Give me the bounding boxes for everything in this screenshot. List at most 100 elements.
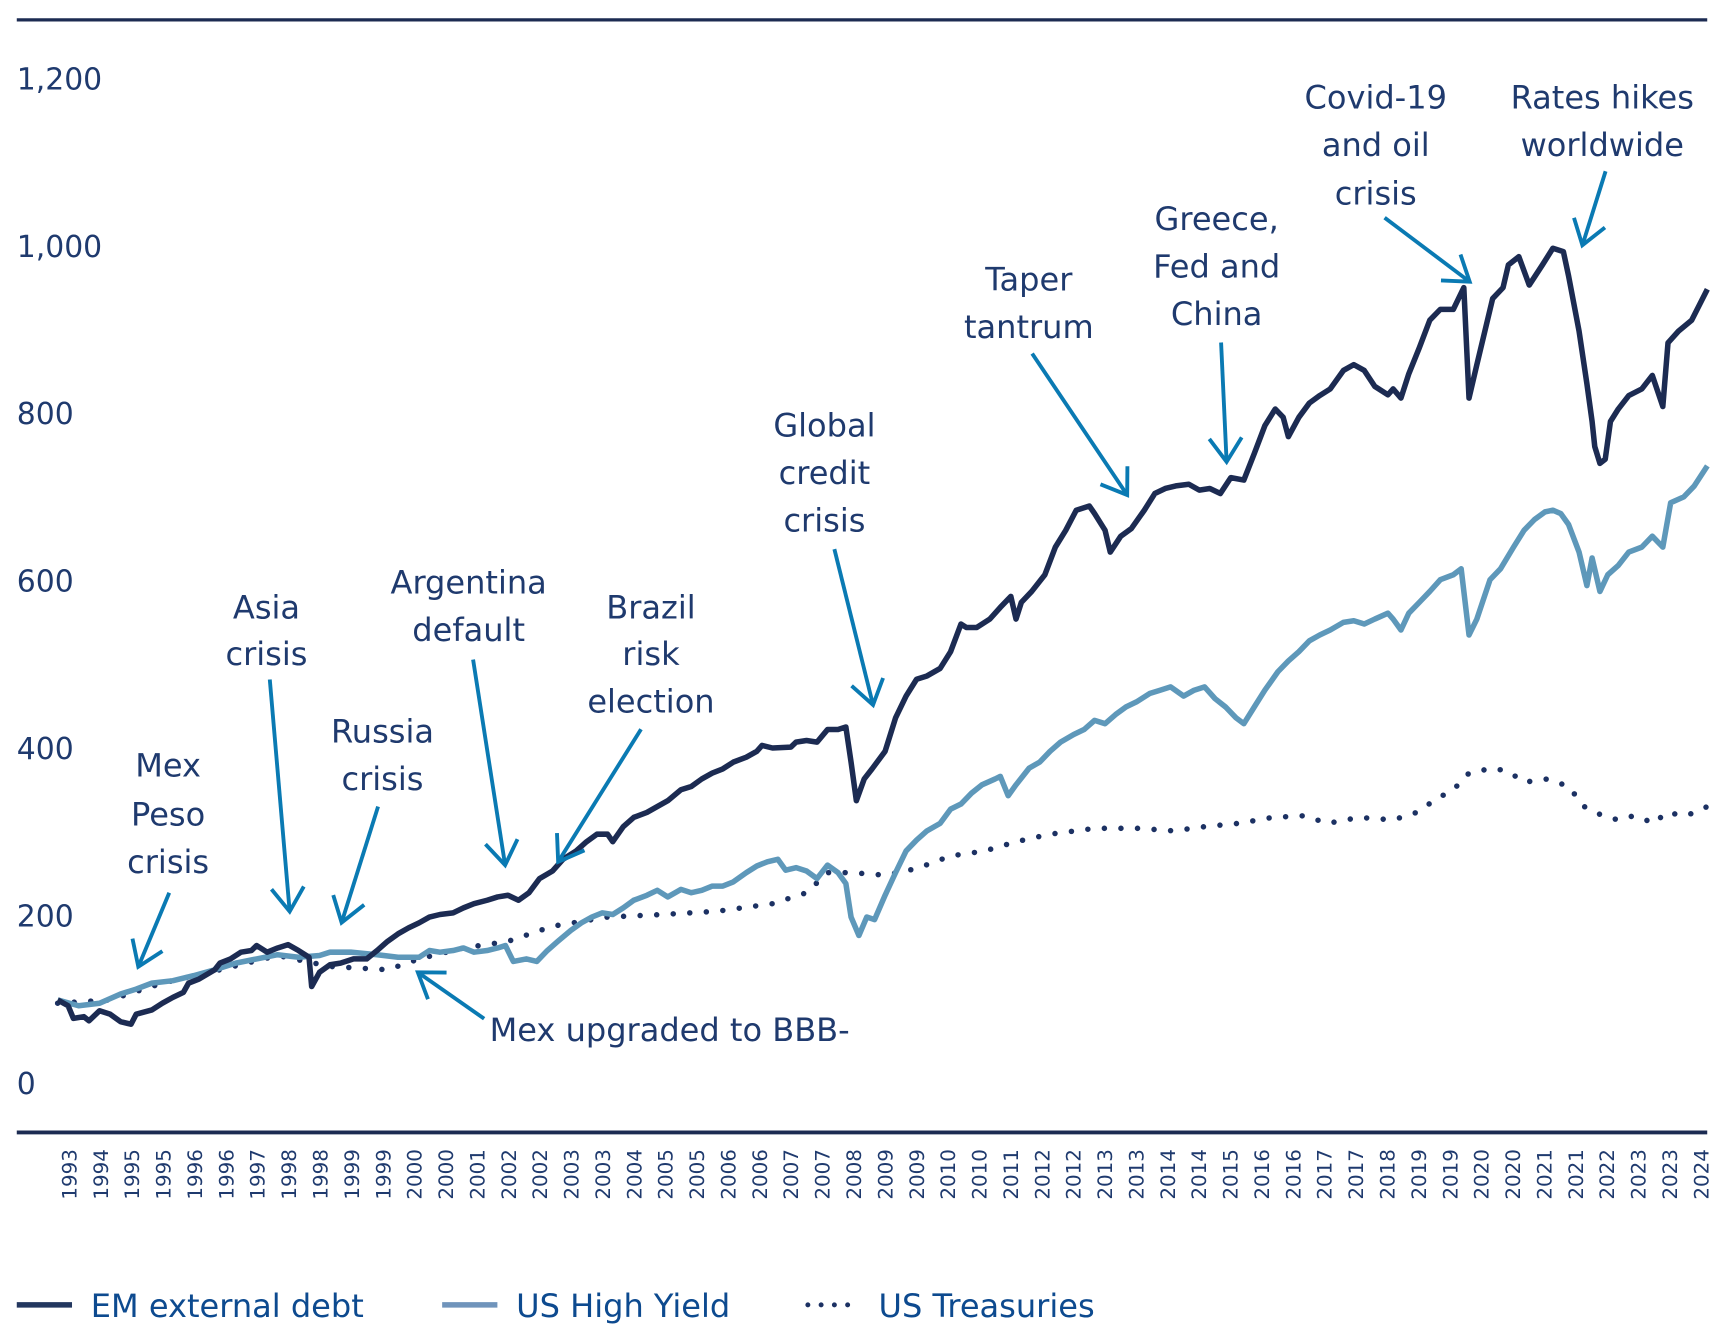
arrow-head-icon — [1099, 466, 1130, 498]
annotation-label: Greece, — [1155, 200, 1279, 238]
annotation-label: Covid-19 — [1305, 78, 1447, 116]
arrow-head-icon — [1572, 217, 1607, 249]
y-tick-label: 0 — [17, 1067, 36, 1102]
x-tick-label: 2012 — [1031, 1149, 1054, 1200]
x-tick-label: 2023 — [1628, 1149, 1651, 1200]
annotation-arrow-shaft — [832, 548, 875, 706]
series-em-external-debt — [56, 245, 1710, 1027]
x-tick-label: 2024 — [1690, 1149, 1713, 1200]
annotation-arrow-shaft — [471, 659, 508, 866]
x-tick-label: 2009 — [874, 1149, 897, 1200]
x-tick-label: 2020 — [1471, 1149, 1494, 1200]
x-tick-label: 1993 — [58, 1149, 81, 1200]
x-tick-label: 2013 — [1125, 1149, 1148, 1200]
annotation-brazil: Brazil risk election — [555, 589, 715, 865]
legend-item-hy[interactable]: US High Yield — [442, 1287, 730, 1325]
annotation-label: Argentina — [391, 563, 547, 601]
x-tick-label: 2018 — [1377, 1149, 1400, 1200]
annotation-label: Taper — [984, 261, 1073, 299]
annotation-label: Rates hikes — [1511, 78, 1694, 116]
annotation-label: Mex upgraded to BBB- — [490, 1011, 850, 1049]
series-layer — [54, 245, 1711, 1027]
y-tick-label: 1,000 — [17, 230, 102, 265]
annotation-label: risk — [622, 635, 680, 673]
x-tick-label: 2021 — [1533, 1149, 1556, 1200]
annotation-label: crisis — [783, 501, 865, 539]
x-tick-label: 2002 — [498, 1149, 521, 1200]
y-tick-label: 200 — [17, 899, 74, 934]
x-tick-label: 2023 — [1659, 1149, 1682, 1200]
legend-label-ust: US Treasuries — [879, 1287, 1095, 1325]
x-tick-label: 2019 — [1439, 1149, 1462, 1200]
x-tick-label: 1996 — [215, 1149, 238, 1200]
x-tick-label: 1995 — [153, 1149, 176, 1200]
y-axis-ticks: 0 200 400 600 800 1,000 1,200 — [17, 62, 102, 1101]
annotation-arrow-shaft — [339, 805, 380, 924]
x-tick-label: 2003 — [592, 1149, 615, 1200]
annotation-label: default — [412, 611, 525, 649]
x-tick-label: 2010 — [937, 1149, 960, 1200]
annotation-label: Peso — [131, 795, 205, 833]
x-tick-label: 1999 — [341, 1149, 364, 1200]
annotation-arrow-shaft — [1580, 170, 1608, 246]
annotation-arrow-shaft — [1030, 352, 1129, 497]
x-tick-label: 2004 — [623, 1149, 646, 1200]
x-tick-label: 2019 — [1408, 1149, 1431, 1200]
x-tick-label: 2021 — [1565, 1149, 1588, 1200]
annotation-label: China — [1171, 295, 1263, 333]
y-tick-label: 800 — [17, 397, 74, 432]
x-tick-label: 2016 — [1251, 1149, 1274, 1200]
annotation-label: crisis — [342, 760, 424, 798]
x-axis-ticks: 1993 1994 1995 1995 1996 1996 1997 1998 1998 1999… — [58, 1149, 1713, 1200]
legend-item-em[interactable]: EM external debt — [16, 1287, 364, 1325]
annotation-label: Fed and — [1153, 247, 1280, 285]
arrow-head-icon — [1207, 436, 1244, 466]
y-tick-label: 1,200 — [17, 62, 102, 97]
annotation-greece: Greece, Fed and China — [1153, 200, 1280, 466]
annotation-label: worldwide — [1521, 126, 1684, 164]
x-tick-label: 2000 — [435, 1149, 458, 1200]
annotation-arrow-shaft — [1383, 216, 1471, 284]
x-tick-label: 1998 — [309, 1149, 332, 1200]
x-tick-label: 1994 — [90, 1149, 113, 1200]
x-tick-label: 2017 — [1345, 1149, 1368, 1200]
x-tick-label: 2001 — [466, 1149, 489, 1200]
x-tick-label: 1996 — [184, 1149, 207, 1200]
x-tick-label: 2017 — [1314, 1149, 1337, 1200]
annotation-asia: Asia crisis — [225, 589, 307, 915]
annotation-layer: MexPesocrisisAsiacrisisRussiacrisisArgen… — [127, 78, 1694, 1049]
x-tick-label: 1995 — [121, 1149, 144, 1200]
annotation-russia: Russia crisis — [331, 712, 434, 926]
x-tick-label: 2022 — [1596, 1149, 1619, 1200]
x-tick-label: 2007 — [780, 1149, 803, 1200]
x-tick-label: 1999 — [372, 1149, 395, 1200]
x-tick-label: 2003 — [561, 1149, 584, 1200]
annotation-arrow-shaft — [267, 679, 292, 912]
x-tick-label: 2006 — [717, 1149, 740, 1200]
arrow-head-icon — [850, 677, 885, 709]
x-tick-label: 2007 — [812, 1149, 835, 1200]
arrow-head-icon — [555, 833, 586, 865]
x-tick-label: 2008 — [843, 1149, 866, 1200]
x-tick-label: 2006 — [749, 1149, 772, 1200]
legend-label-hy: US High Yield — [516, 1287, 730, 1325]
annotation-label: tantrum — [964, 308, 1094, 346]
x-tick-label: 2014 — [1157, 1149, 1180, 1200]
x-tick-label: 2014 — [1188, 1149, 1211, 1200]
annotation-taper: Taper tantrum — [964, 261, 1130, 498]
series-us-treasuries — [54, 765, 1711, 1006]
annotation-mex-upgrade: Mex upgraded to BBB- — [415, 970, 850, 1049]
x-tick-label: 2020 — [1502, 1149, 1525, 1200]
x-tick-label: 2002 — [529, 1149, 552, 1200]
annotation-argentina: Argentina default — [391, 563, 547, 869]
x-tick-label: 1997 — [247, 1149, 270, 1200]
annotation-covid: Covid-19 and oil crisis — [1305, 78, 1473, 284]
y-tick-label: 600 — [17, 565, 74, 600]
annotation-arrow-shaft — [556, 728, 643, 863]
x-tick-label: 2000 — [404, 1149, 427, 1200]
legend-item-ust[interactable]: US Treasuries — [805, 1287, 1095, 1325]
x-tick-label: 2016 — [1282, 1149, 1305, 1200]
x-tick-label: 2005 — [686, 1149, 709, 1200]
annotation-arrow-shaft — [1219, 342, 1229, 462]
